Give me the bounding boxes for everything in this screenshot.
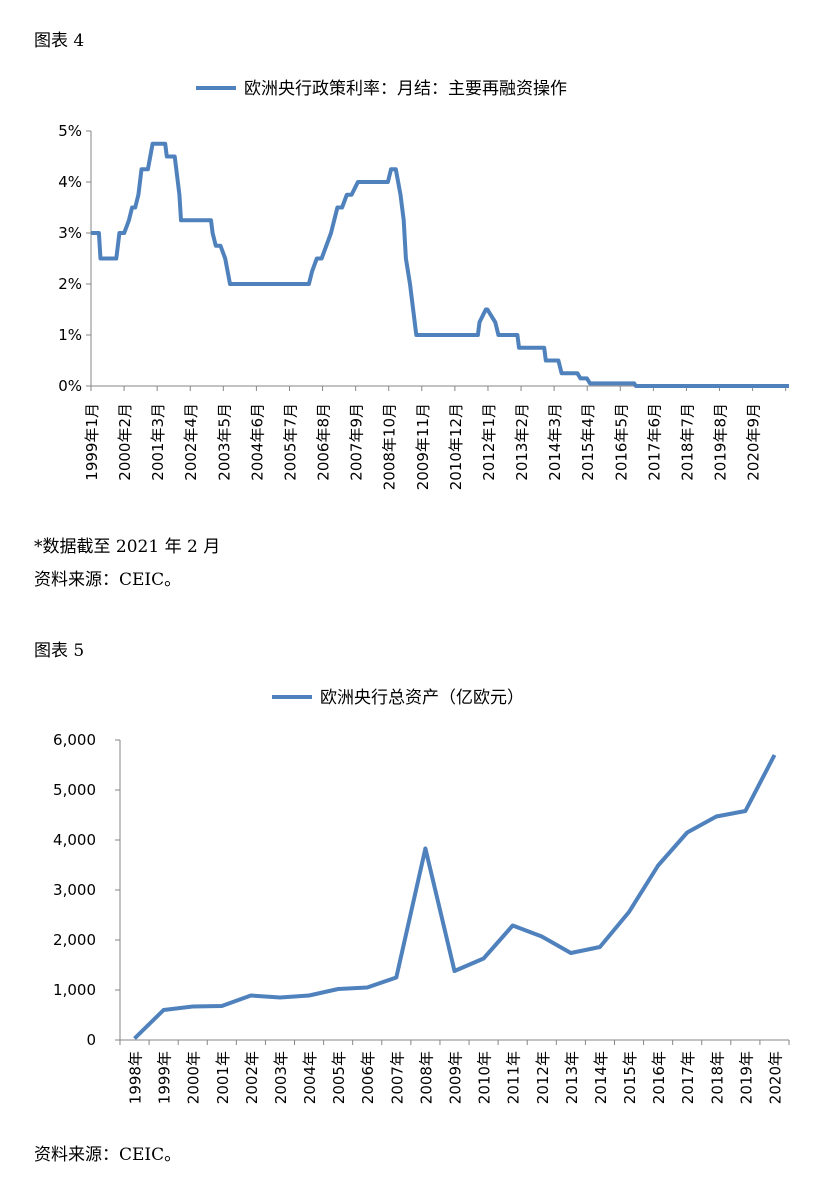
source-note-2: 资料来源：CEIC。 bbox=[34, 1145, 182, 1165]
x-tick-label: 2006年8月 bbox=[315, 403, 333, 481]
x-tick-label: 2019年8月 bbox=[712, 403, 730, 481]
x-tick-label: 2006年 bbox=[359, 1051, 377, 1104]
x-tick-label: 2015年4月 bbox=[579, 403, 597, 481]
x-tick-label: 2017年 bbox=[679, 1051, 697, 1104]
x-tick-label: 2000年2月 bbox=[116, 403, 134, 481]
x-tick-label: 2015年 bbox=[621, 1051, 639, 1104]
x-tick-label: 2007年 bbox=[388, 1051, 406, 1104]
x-tick-label: 2013年2月 bbox=[513, 403, 531, 481]
y-tick-label: 3% bbox=[58, 224, 82, 242]
x-tick-label: 1999年 bbox=[156, 1051, 174, 1104]
x-tick-label: 2003年 bbox=[272, 1051, 290, 1104]
x-tick-label: 2002年4月 bbox=[182, 403, 200, 481]
y-tick-label: 0 bbox=[86, 1031, 96, 1049]
x-tick-label: 2000年 bbox=[185, 1051, 203, 1104]
x-tick-label: 2018年7月 bbox=[678, 403, 696, 481]
x-tick-label: 2016年 bbox=[650, 1051, 668, 1104]
x-tick-label: 2009年11月 bbox=[414, 403, 432, 490]
y-tick-label: 5,000 bbox=[53, 781, 96, 799]
x-tick-label: 2001年3月 bbox=[149, 403, 167, 481]
y-tick-label: 4% bbox=[58, 173, 82, 191]
x-tick-label: 1998年 bbox=[127, 1051, 145, 1104]
x-tick-label: 2018年 bbox=[708, 1051, 726, 1104]
y-tick-label: 1% bbox=[58, 326, 82, 344]
y-tick-label: 6,000 bbox=[53, 731, 96, 749]
x-tick-label: 2014年3月 bbox=[546, 403, 564, 481]
x-tick-label: 2007年9月 bbox=[348, 403, 366, 481]
y-tick-label: 3,000 bbox=[53, 881, 96, 899]
x-tick-label: 2012年 bbox=[534, 1051, 552, 1104]
source-note-1: 资料来源：CEIC。 bbox=[34, 570, 182, 590]
y-tick-label: 0% bbox=[58, 377, 82, 395]
figure-label-5: 图表 5 bbox=[34, 641, 85, 661]
x-tick-label: 2005年 bbox=[330, 1051, 348, 1104]
x-tick-label: 1999年1月 bbox=[83, 403, 101, 481]
y-tick-label: 4,000 bbox=[53, 831, 96, 849]
x-tick-label: 2004年6月 bbox=[248, 403, 266, 481]
x-tick-label: 2002年 bbox=[243, 1051, 261, 1104]
y-tick-label: 2,000 bbox=[53, 931, 96, 949]
figure-label-4: 图表 4 bbox=[34, 31, 85, 51]
x-tick-label: 2005年7月 bbox=[281, 403, 299, 481]
x-tick-label: 2001年 bbox=[214, 1051, 232, 1104]
y-tick-label: 1,000 bbox=[53, 981, 96, 999]
x-tick-label: 2019年 bbox=[737, 1051, 755, 1104]
x-tick-label: 2014年 bbox=[592, 1051, 610, 1104]
x-tick-label: 2010年12月 bbox=[447, 403, 465, 490]
legend-label: 欧洲央行政策利率：月结：主要再融资操作 bbox=[244, 79, 567, 99]
legend: 欧洲央行政策利率：月结：主要再融资操作 bbox=[196, 79, 567, 99]
x-tick-label: 2020年9月 bbox=[745, 403, 763, 481]
x-tick-label: 2009年 bbox=[447, 1051, 465, 1104]
policy-rate-chart: 欧洲央行政策利率：月结：主要再融资操作 0% 1% 2% 3% 4% 5% 1999年1月 2… bbox=[58, 79, 789, 490]
data-cutoff-note: *数据截至 2021 年 2 月 bbox=[34, 537, 221, 557]
legend: 欧洲央行总资产（亿欧元） bbox=[272, 688, 524, 708]
series-line-total-assets bbox=[133, 754, 777, 1040]
x-tick-label: 2016年5月 bbox=[612, 403, 630, 481]
x-tick-label: 2017年6月 bbox=[645, 403, 663, 481]
x-tick-label: 2003年5月 bbox=[215, 403, 233, 481]
x-tick-label: 2011年 bbox=[505, 1051, 523, 1104]
x-tick-label: 2004年 bbox=[301, 1051, 319, 1104]
legend-label: 欧洲央行总资产（亿欧元） bbox=[320, 688, 524, 708]
total-assets-chart: 欧洲央行总资产（亿欧元） 0 1,000 2,000 3,000 4,000 5,000 6… bbox=[53, 688, 790, 1104]
x-tick-label: 2013年 bbox=[563, 1051, 581, 1104]
x-tick-label: 2008年 bbox=[417, 1051, 435, 1104]
x-tick-label: 2012年1月 bbox=[480, 403, 498, 481]
series-line-policy-rate bbox=[91, 141, 789, 388]
y-tick-label: 2% bbox=[58, 275, 82, 293]
x-tick-label: 2008年10月 bbox=[381, 403, 399, 490]
y-tick-label: 5% bbox=[58, 122, 82, 140]
x-tick-label: 2020年 bbox=[766, 1051, 784, 1104]
x-tick-label: 2010年 bbox=[476, 1051, 494, 1104]
